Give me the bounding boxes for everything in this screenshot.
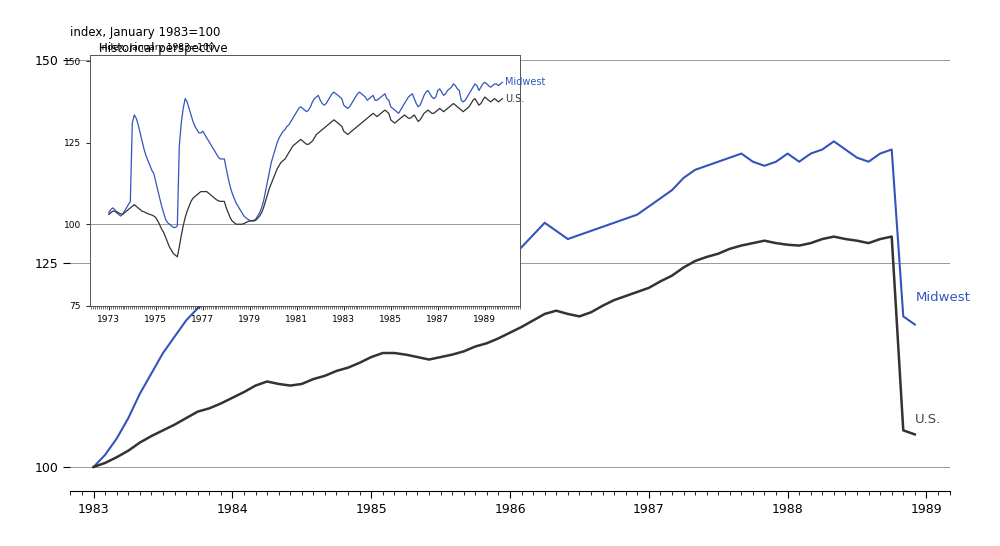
Text: index, January 1983=100: index, January 1983=100 [70, 26, 220, 39]
Text: Historical perspective: Historical perspective [99, 41, 227, 55]
Text: Midwest: Midwest [505, 78, 545, 87]
Text: index, January 1983=100: index, January 1983=100 [99, 43, 214, 52]
Text: U.S.: U.S. [915, 413, 942, 426]
Text: U.S.: U.S. [505, 93, 524, 104]
Text: Midwest: Midwest [915, 291, 970, 304]
